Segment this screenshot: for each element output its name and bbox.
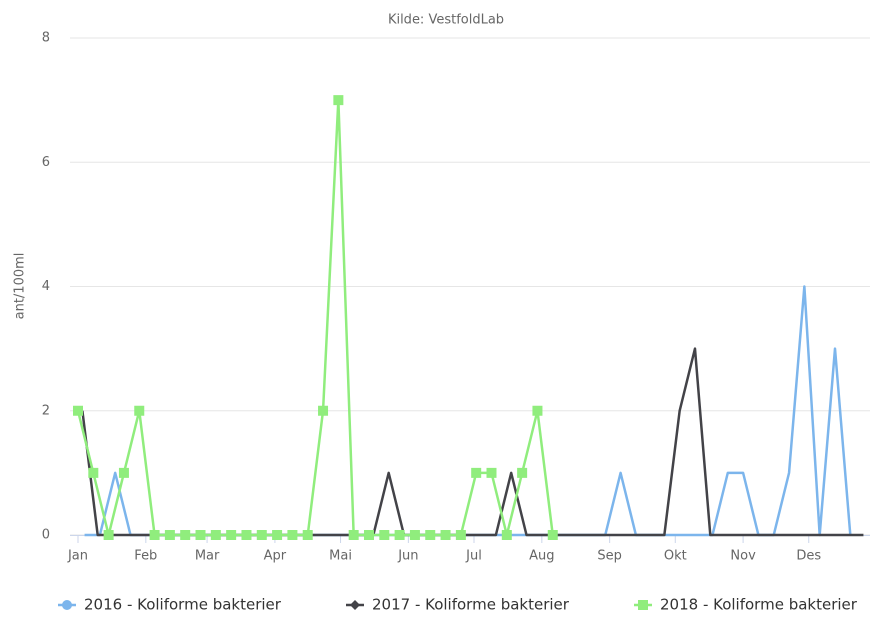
point-marker (409, 530, 420, 540)
point-marker (348, 530, 359, 540)
y-tick-label: 8 (42, 31, 50, 46)
point-marker (333, 95, 344, 106)
y-tick-label: 2 (42, 403, 50, 418)
legend-symbol (62, 600, 72, 610)
x-tick-label: Mar (195, 549, 220, 564)
y-axis-label: ant/100ml (13, 253, 28, 320)
point-marker (517, 467, 528, 478)
point-marker (471, 467, 482, 478)
point-marker (302, 530, 313, 540)
point-marker (256, 530, 267, 540)
x-tick-label: Des (796, 549, 821, 564)
point-marker (455, 530, 466, 540)
point-marker (287, 530, 298, 540)
point-marker (210, 530, 221, 540)
chart-subtitle: Kilde: VestfoldLab (388, 13, 504, 28)
x-tick-label: Jul (465, 549, 482, 564)
point-marker (440, 530, 451, 540)
legend-symbol (638, 600, 648, 610)
point-marker (425, 530, 436, 540)
series-line (76, 98, 555, 537)
point-marker (318, 405, 329, 416)
point-marker (363, 530, 374, 540)
point-marker (486, 467, 497, 478)
x-tick-label: Feb (134, 549, 157, 564)
legend-text: 2016 - Koliforme bakterier (84, 596, 282, 614)
point-marker (272, 530, 283, 540)
x-tick-label: Okt (664, 549, 687, 564)
x-tick-label: Jun (397, 549, 418, 564)
x-tick-label: Nov (730, 549, 756, 564)
point-marker (379, 530, 390, 540)
x-tick-label: Apr (264, 549, 287, 564)
point-marker (73, 405, 83, 416)
point-marker (501, 530, 512, 540)
x-tick-label: Jan (67, 549, 88, 564)
point-marker (226, 530, 237, 540)
point-marker (88, 467, 99, 478)
x-tick-label: Sep (597, 549, 622, 564)
point-marker (532, 405, 543, 416)
point-marker (103, 530, 114, 540)
x-tick-label: Mai (329, 549, 352, 564)
legend-symbol (350, 600, 360, 610)
point-marker (394, 530, 405, 540)
y-tick-label: 0 (42, 528, 50, 543)
point-marker (180, 530, 191, 540)
point-marker (164, 530, 175, 540)
point-marker (118, 467, 129, 478)
series-line (81, 347, 864, 537)
legend-text: 2017 - Koliforme bakterier (372, 596, 570, 614)
x-tick-label: Aug (529, 549, 554, 564)
point-marker (149, 530, 160, 540)
point-marker (134, 405, 145, 416)
point-marker (547, 530, 558, 540)
point-marker (241, 530, 252, 540)
y-tick-label: 6 (42, 155, 50, 170)
legend-text: 2018 - Koliforme bakterier (660, 596, 858, 614)
y-tick-label: 4 (42, 279, 50, 294)
point-marker (195, 530, 206, 540)
